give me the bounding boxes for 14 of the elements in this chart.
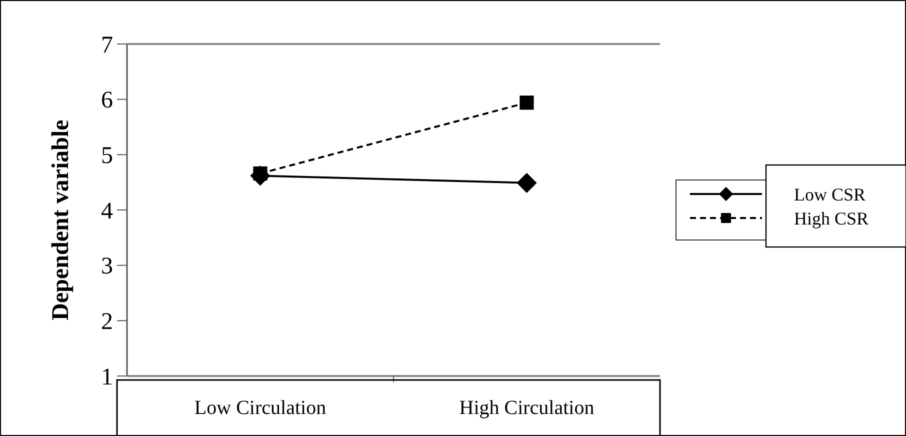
x-tick-label: High Circulation <box>459 397 594 419</box>
y-tick-label: 1 <box>101 364 113 390</box>
y-tick-label: 7 <box>101 32 113 58</box>
y-tick-label: 5 <box>101 143 113 170</box>
y-tick-label: 6 <box>101 88 113 114</box>
y-tick-label: 3 <box>101 254 113 280</box>
point <box>516 172 537 193</box>
legend-label: High CSR <box>794 208 869 228</box>
legend-label: Low CSR <box>794 184 866 204</box>
x-tick-label: Low Circulation <box>194 397 326 419</box>
point <box>520 96 534 110</box>
y-tick-label: 4 <box>101 198 113 224</box>
y-axis-title: Dependent variable <box>48 119 74 320</box>
y-tick-label: 2 <box>101 309 113 336</box>
